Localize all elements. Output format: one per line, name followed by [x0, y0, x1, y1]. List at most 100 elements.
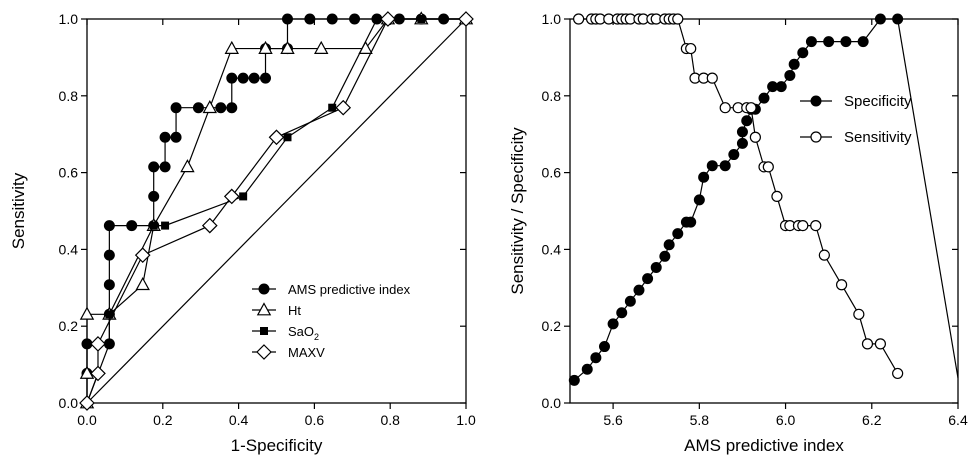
data-point: [159, 161, 171, 173]
data-point: [161, 221, 170, 230]
data-point: [237, 72, 249, 84]
data-point: [892, 367, 904, 380]
y-tick-label: 1.0: [59, 11, 79, 27]
legend-label: MAXV: [288, 345, 325, 360]
data-point: [573, 13, 585, 25]
data-point: [215, 102, 227, 114]
data-point: [853, 308, 865, 320]
data-point: [736, 126, 748, 138]
y-tick-label: 1.0: [542, 11, 562, 27]
data-point: [741, 115, 753, 127]
x-tick-label: 0.0: [77, 412, 97, 428]
data-point: [659, 250, 671, 262]
y-tick-label: 0.2: [542, 318, 562, 334]
data-point: [170, 131, 182, 143]
data-point: [861, 338, 874, 350]
legend-marker: [810, 131, 822, 143]
data-point: [633, 284, 645, 296]
data-point: [823, 36, 835, 48]
data-point: [372, 15, 381, 23]
data-point: [226, 72, 238, 84]
data-point: [706, 72, 718, 84]
data-point: [260, 72, 272, 84]
y-tick-label: 0.6: [542, 165, 562, 181]
x-tick-label: 0.8: [380, 412, 400, 428]
data-point: [134, 247, 151, 264]
data-point: [79, 395, 95, 411]
data-point: [159, 131, 171, 143]
x-axis-title: 1-Specificity: [231, 436, 323, 455]
x-tick-label: 0.4: [229, 412, 249, 428]
x-tick-label: 6.2: [862, 412, 882, 428]
x-tick-label: 5.8: [690, 412, 710, 428]
data-point: [135, 276, 150, 291]
data-point: [380, 11, 396, 27]
data-point: [268, 129, 285, 146]
data-point: [79, 365, 95, 379]
data-point: [170, 102, 182, 114]
legend: AMS predictive index Ht SaO2 MAXV: [252, 282, 411, 360]
data-point: [805, 36, 817, 48]
data-point: [857, 36, 869, 48]
data-point: [581, 363, 593, 375]
data-point: [148, 161, 160, 173]
data-point: [349, 13, 361, 25]
data-point: [672, 228, 684, 240]
data-point: [840, 36, 852, 48]
data-point: [797, 47, 809, 59]
data-point: [598, 341, 610, 353]
x-tick-label: 1.0: [456, 412, 476, 428]
plot-frame: [569, 18, 959, 404]
data-point: [103, 220, 115, 232]
y-tick-label: 0.0: [59, 395, 79, 411]
data-point: [103, 249, 115, 261]
data-point: [810, 219, 822, 232]
data-point: [685, 216, 697, 228]
data-point: [818, 249, 830, 261]
x-axis-title: AMS predictive index: [684, 436, 844, 455]
data-point: [568, 374, 580, 386]
data-point: [335, 99, 352, 116]
series-maxv: [79, 11, 474, 411]
series-line: [573, 18, 959, 381]
data-point: [642, 273, 654, 285]
legend-label: AMS predictive index: [288, 282, 411, 297]
legend-marker: [258, 283, 270, 295]
data-point: [835, 279, 848, 291]
data-point: [326, 13, 338, 25]
x-tick-label: 5.6: [603, 412, 623, 428]
legend-label: Specificity: [844, 93, 912, 110]
y-axis-title: Sensitivity: [9, 172, 28, 249]
data-point: [328, 103, 337, 112]
legend-marker: [810, 95, 822, 107]
x-tick-label: 0.6: [305, 412, 325, 428]
data-point: [105, 310, 114, 319]
data-point: [202, 99, 218, 114]
chart-panel-2: 5.6 5.8 6.0 6.2 6.4 0.0 0.2 0.4 0.6 0.8 1.0 AMS pre…: [508, 11, 968, 455]
data-point: [788, 58, 800, 70]
data-point: [874, 13, 886, 25]
y-tick-label: 0.0: [542, 395, 562, 411]
data-point: [224, 40, 239, 54]
data-point: [304, 13, 316, 25]
data-point: [90, 365, 106, 382]
data-point: [79, 306, 95, 320]
legend-marker: [256, 344, 272, 360]
data-point: [180, 159, 195, 173]
data-point: [758, 92, 770, 104]
legend: Specificity Sensitivity: [800, 93, 912, 146]
y-tick-label: 0.4: [542, 241, 562, 257]
data-point: [616, 307, 628, 319]
y-tick-label: 0.2: [59, 318, 79, 334]
data-point: [698, 171, 710, 183]
legend-label: Ht: [288, 303, 301, 318]
data-point: [672, 13, 684, 25]
y-tick-label: 0.4: [59, 241, 79, 257]
series-ht: [79, 11, 474, 409]
series-line: [578, 18, 899, 374]
plot-frame: [86, 18, 467, 404]
data-point: [148, 190, 160, 202]
data-point: [90, 336, 106, 352]
data-point: [590, 352, 602, 364]
data-point: [706, 160, 718, 172]
